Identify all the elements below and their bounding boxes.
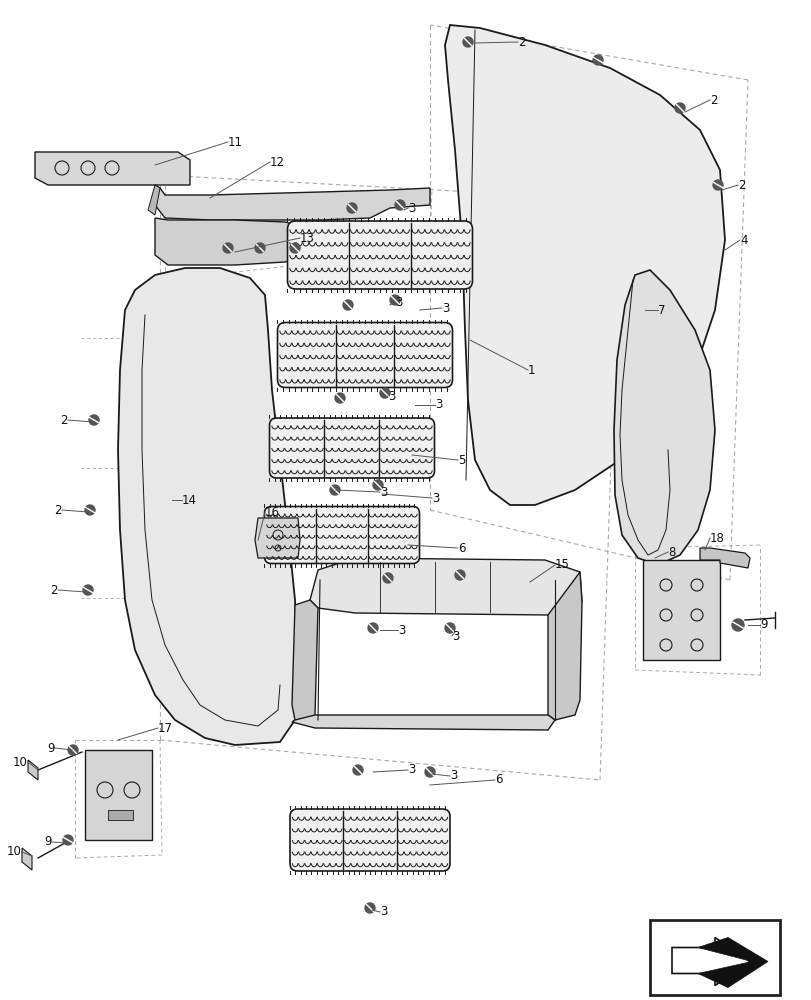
Polygon shape [155,185,430,220]
Bar [108,810,133,820]
Polygon shape [310,558,581,615]
Circle shape [674,103,684,113]
Circle shape [63,835,73,845]
Text: 14: 14 [182,493,197,506]
Text: 3: 3 [397,624,405,637]
Text: 3: 3 [441,302,448,314]
Circle shape [255,243,264,253]
Circle shape [329,485,340,495]
Text: 2: 2 [737,179,744,192]
Polygon shape [292,715,554,730]
Circle shape [731,619,743,631]
Polygon shape [85,750,152,840]
Polygon shape [35,152,190,185]
Text: 3: 3 [435,398,442,412]
Circle shape [372,480,383,490]
Text: 2: 2 [50,584,58,596]
Circle shape [462,37,473,47]
Text: 3: 3 [388,389,395,402]
Polygon shape [444,25,724,505]
Circle shape [290,243,299,253]
Text: 8: 8 [667,546,675,558]
FancyBboxPatch shape [277,322,452,387]
Polygon shape [642,560,719,660]
Circle shape [383,573,393,583]
Text: 3: 3 [431,491,439,504]
FancyBboxPatch shape [264,506,419,564]
Circle shape [444,623,454,633]
Circle shape [85,505,95,515]
FancyBboxPatch shape [269,418,434,478]
Text: 9: 9 [45,835,52,848]
Circle shape [89,415,99,425]
Polygon shape [22,848,32,870]
Circle shape [367,623,378,633]
Circle shape [394,200,405,210]
Polygon shape [118,268,298,745]
Text: 2: 2 [517,36,525,49]
Text: 3: 3 [407,202,415,215]
FancyBboxPatch shape [290,809,449,871]
Circle shape [68,745,78,755]
Text: 3: 3 [449,769,457,782]
Text: 18: 18 [709,532,724,544]
Circle shape [342,300,353,310]
Polygon shape [148,185,160,215]
Text: 3: 3 [380,486,387,498]
Polygon shape [697,937,767,987]
Polygon shape [28,760,38,780]
FancyBboxPatch shape [287,221,472,289]
Text: 5: 5 [457,454,465,466]
Circle shape [346,203,357,213]
Text: 12: 12 [270,156,285,169]
Text: 3: 3 [380,905,387,918]
Text: 16: 16 [264,506,280,518]
Circle shape [712,180,722,190]
Circle shape [454,570,465,580]
Text: 10: 10 [7,845,22,858]
Text: 2: 2 [61,414,68,426]
Text: 6: 6 [457,542,465,554]
Text: 11: 11 [228,136,242,149]
Polygon shape [255,518,299,558]
Circle shape [365,903,375,913]
Text: 15: 15 [554,558,569,572]
Text: 10: 10 [13,756,28,768]
Text: 9: 9 [759,618,766,632]
Text: 4: 4 [739,233,747,246]
Circle shape [353,765,363,775]
Bar [649,920,779,995]
Circle shape [424,767,435,777]
Text: 2: 2 [54,504,62,516]
Circle shape [389,295,400,305]
Polygon shape [155,218,315,265]
Polygon shape [292,600,318,725]
Text: 3: 3 [452,630,459,643]
Polygon shape [672,937,749,985]
Circle shape [380,388,389,398]
Text: 7: 7 [657,304,665,316]
Text: 2: 2 [709,94,717,107]
Text: 1: 1 [527,363,534,376]
Text: 9: 9 [47,742,55,754]
Circle shape [83,585,93,595]
Polygon shape [699,548,749,568]
Text: 13: 13 [299,232,315,244]
Polygon shape [613,270,714,565]
Polygon shape [547,572,581,720]
Circle shape [223,243,233,253]
Text: 6: 6 [495,773,502,786]
Text: 3: 3 [407,763,415,776]
Circle shape [592,55,603,65]
Text: 3: 3 [394,296,402,308]
Text: 17: 17 [158,722,173,734]
Circle shape [335,393,345,403]
